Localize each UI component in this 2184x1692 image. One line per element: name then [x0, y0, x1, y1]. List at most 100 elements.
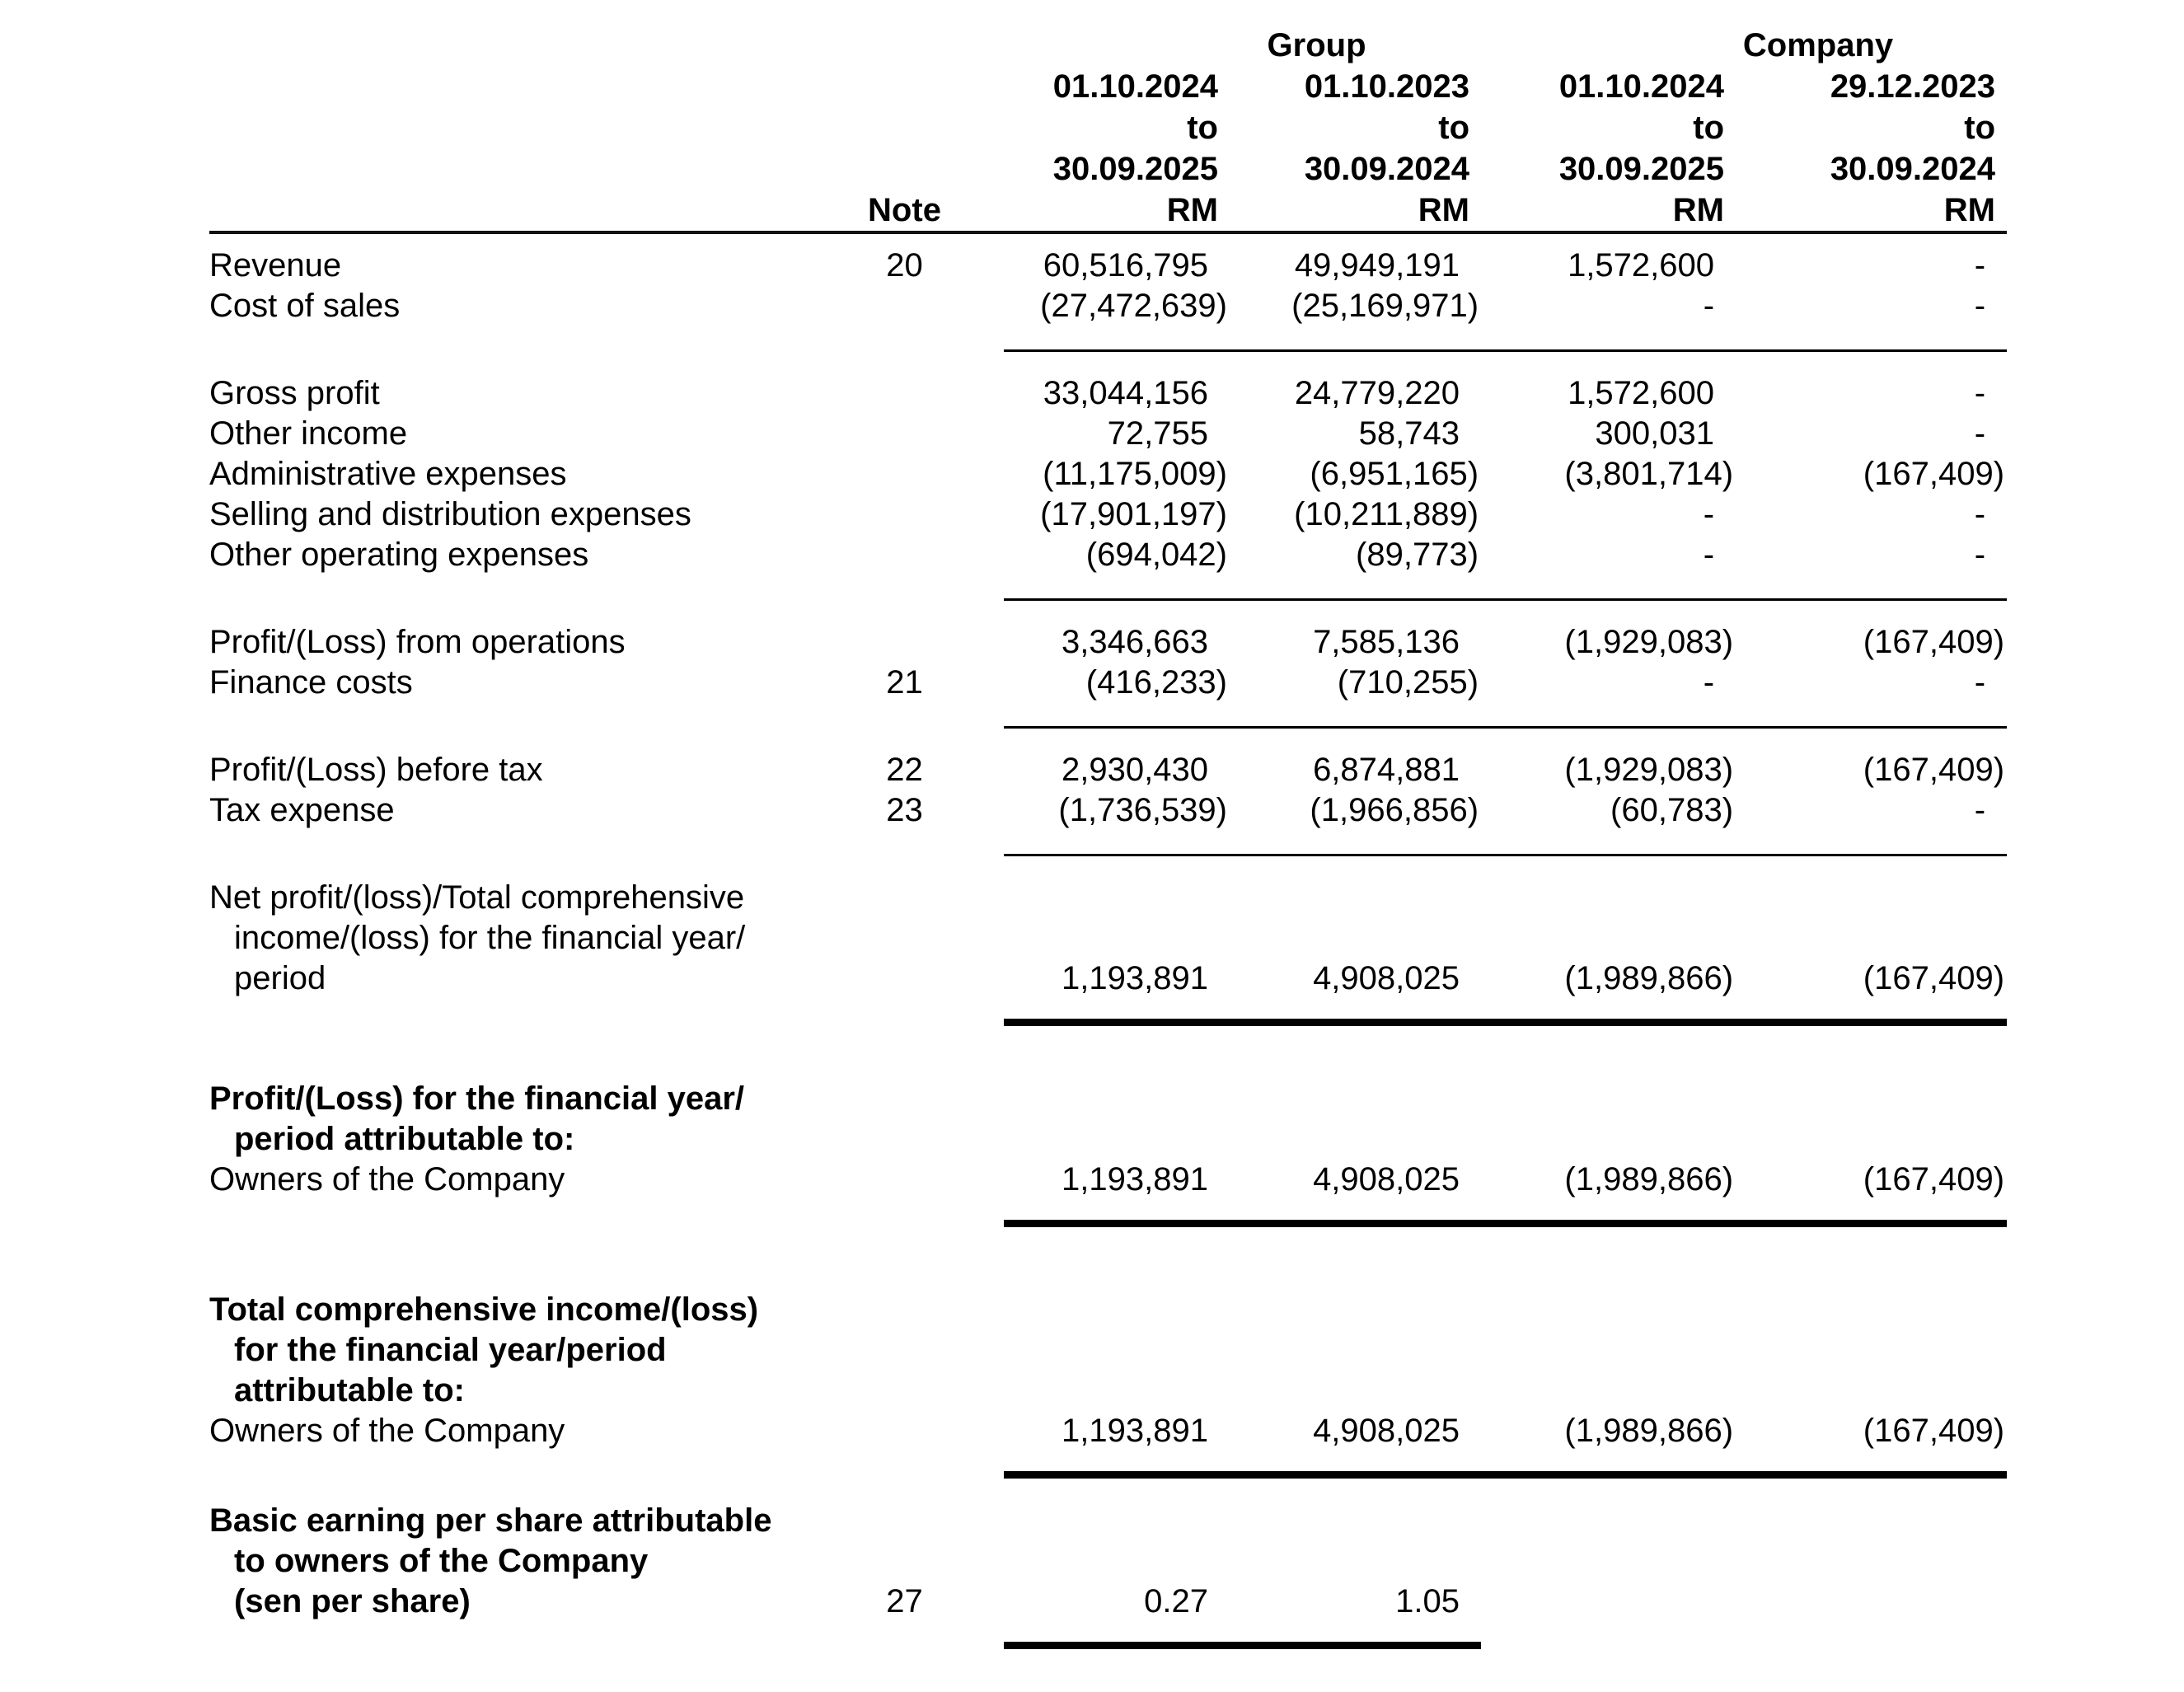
section-rule [209, 703, 2008, 729]
value-cell: (1,929,083) [1564, 752, 1734, 788]
note-cell [861, 494, 948, 535]
spacer-row [209, 351, 2007, 374]
rule-line [1004, 326, 2008, 352]
row-label-text: Gross profit [209, 375, 380, 411]
table-row-net-profit: Net profit/(loss)/Total comprehensive in… [209, 878, 2007, 999]
currency-label: RM [1943, 192, 1996, 228]
value-cell: 24,779,220 [1294, 375, 1460, 411]
row-label-text: Basic earning per share attributable [209, 1502, 772, 1539]
value-cell: (167,409) [1863, 752, 2005, 788]
value-cell: 1,572,600 [1568, 247, 1715, 284]
table-row-owners-comprehensive: Owners of the Company 1,193,891 4,908,02… [209, 1411, 2007, 1451]
period-line: to [1438, 110, 1470, 146]
table-row-gross-profit: Gross profit 33,044,156 24,779,220 1,572… [209, 373, 2007, 414]
gutter-cell [948, 1160, 1004, 1200]
spacer-row [209, 728, 2007, 751]
table-header: Group Company Note 01.10.2024 to 30.09.2… [209, 0, 2008, 234]
note-cell: 22 [886, 752, 923, 788]
value-cell: 60,516,795 [1043, 247, 1208, 284]
gutter-cell [948, 494, 1004, 535]
row-label: Gross profit [209, 373, 861, 414]
section-heading-comprehensive-attributable: Total comprehensive income/(loss) for th… [209, 1290, 2007, 1411]
value-cell: - [1974, 792, 1986, 828]
value-cell: (11,175,009) [1043, 456, 1227, 492]
value-cell: 4,908,025 [1313, 960, 1460, 996]
value-cell: 7,585,136 [1313, 624, 1460, 660]
rule-line [1004, 999, 2008, 1026]
value-cell: 4,908,025 [1313, 1161, 1460, 1198]
rule-line [1004, 703, 2008, 729]
value-cell: 49,949,191 [1294, 247, 1460, 284]
section-heading-label: Total comprehensive income/(loss) for th… [209, 1290, 861, 1411]
row-label-text: period [234, 960, 326, 996]
note-cell [861, 622, 948, 663]
section-rule [209, 326, 2008, 352]
row-label-text: Revenue [209, 247, 342, 284]
value-cell: 1,193,891 [1062, 1161, 1208, 1198]
period-line: 01.10.2023 [1304, 68, 1470, 105]
row-label-text: Finance costs [209, 664, 413, 701]
gutter-cell [948, 1411, 1004, 1451]
income-statement-table: Group Company Note 01.10.2024 to 30.09.2… [209, 0, 2008, 1649]
gutter-cell [948, 373, 1004, 414]
row-label: Basic earning per share attributable to … [209, 1501, 861, 1622]
note-label: Note [868, 192, 941, 228]
header-spacer [948, 0, 1004, 66]
value-cell: 1,193,891 [1062, 1413, 1208, 1449]
table-row-cost-of-sales: Cost of sales (27,472,639) (25,169,971) … [209, 286, 2007, 326]
row-label-text: Other income [209, 415, 408, 452]
section-heading-text: attributable to: [234, 1372, 465, 1408]
value-cell: 1,193,891 [1062, 960, 1208, 996]
value-cell: (10,211,889) [1294, 496, 1479, 532]
eps-rule [209, 1622, 2007, 1649]
row-label-text: income/(loss) for the financial year/ [234, 920, 746, 956]
note-cell: 23 [886, 792, 923, 828]
value-cell: 1.05 [1395, 1583, 1460, 1619]
table-row-other-income: Other income 72,755 58,743 300,031 - [209, 414, 2007, 454]
value-cell: (416,233) [1085, 664, 1227, 701]
rule-line [1004, 1622, 1482, 1649]
row-label-text: Other operating expenses [209, 537, 589, 573]
table-row-tax-expense: Tax expense 23 (1,736,539) (1,966,856) (… [209, 790, 2007, 831]
value-cell: 58,743 [1358, 415, 1460, 452]
value-cell: (1,736,539) [1058, 792, 1227, 828]
note-cell: 27 [886, 1583, 923, 1619]
row-label-text: Administrative expenses [209, 456, 567, 492]
currency-label: RM [1672, 192, 1725, 228]
row-label: Profit/(Loss) before tax [209, 750, 861, 790]
section-rule [209, 831, 2008, 856]
row-label-text: Profit/(Loss) before tax [209, 752, 543, 788]
row-label: Owners of the Company [209, 1160, 861, 1200]
row-label: Owners of the Company [209, 1411, 861, 1451]
value-cell: 6,874,881 [1313, 752, 1460, 788]
row-label: Revenue [209, 232, 861, 286]
note-cell [861, 414, 948, 454]
period-line: 30.09.2025 [1558, 151, 1725, 187]
note-cell [861, 454, 948, 494]
table-row-finance-costs: Finance costs 21 (416,233) (710,255) - - [209, 663, 2007, 703]
period-line: 30.09.2024 [1830, 151, 1996, 187]
row-label: Other income [209, 414, 861, 454]
note-cell: 21 [886, 664, 923, 701]
table-row-profit-before-tax: Profit/(Loss) before tax 22 2,930,430 6,… [209, 750, 2007, 790]
row-label-text: (sen per share) [234, 1583, 471, 1619]
gutter-cell [948, 750, 1004, 790]
value-cell: (89,773) [1356, 537, 1479, 573]
total-rule [209, 1451, 2008, 1479]
header-spacer [209, 0, 861, 66]
currency-label: RM [1166, 192, 1218, 228]
period-line: 30.09.2025 [1052, 151, 1218, 187]
row-label: Net profit/(loss)/Total comprehensive in… [209, 878, 861, 999]
value-cell: - [1974, 415, 1986, 452]
value-cell: (17,901,197) [1040, 496, 1227, 532]
header-spacer [948, 66, 1004, 234]
note-cell: 20 [886, 247, 923, 284]
value-cell [1481, 1501, 1736, 1622]
value-cell: 2,930,430 [1062, 752, 1208, 788]
value-cell: 3,346,663 [1062, 624, 1208, 660]
spacer-row [209, 1023, 2007, 1080]
value-cell: (6,951,165) [1310, 456, 1479, 492]
value-cell: (60,783) [1610, 792, 1734, 828]
value-cell: - [1974, 496, 1986, 532]
note-cell [861, 373, 948, 414]
